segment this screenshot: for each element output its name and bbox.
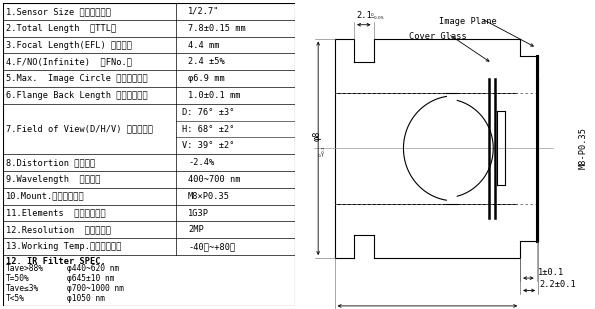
Text: φ440~620 nm: φ440~620 nm xyxy=(67,264,120,273)
Text: 9.Wavelength  （波长）: 9.Wavelength （波长） xyxy=(6,175,101,184)
Text: 400~700 nm: 400~700 nm xyxy=(188,175,240,184)
Text: 1.Sensor Size （芯片尺寸）: 1.Sensor Size （芯片尺寸） xyxy=(6,7,111,16)
Text: 8.Distortion （畜变）: 8.Distortion （畜变） xyxy=(6,158,95,167)
Text: 1±0.1: 1±0.1 xyxy=(538,268,565,277)
Text: -2.4%: -2.4% xyxy=(188,158,214,167)
Text: -40℃~+80℃: -40℃~+80℃ xyxy=(188,242,236,251)
Text: H: 68° ±2°: H: 68° ±2° xyxy=(182,125,235,133)
Text: 7.8±0.15 mm: 7.8±0.15 mm xyxy=(188,24,246,33)
Text: $^{0}_{-0.05}$: $^{0}_{-0.05}$ xyxy=(369,11,384,22)
Text: φ1050 nm: φ1050 nm xyxy=(67,294,105,303)
Text: T<5%: T<5% xyxy=(6,294,25,303)
Text: 13.Working Temp.（工作温度）: 13.Working Temp.（工作温度） xyxy=(6,242,121,251)
Text: 3.Focal Length(EFL) （焦距）: 3.Focal Length(EFL) （焦距） xyxy=(6,40,132,49)
Text: $^{0}_{-0.1}$: $^{0}_{-0.1}$ xyxy=(317,146,328,157)
Text: 5.Max.  Image Circle （最大像高）: 5.Max. Image Circle （最大像高） xyxy=(6,74,148,83)
Text: T=50%: T=50% xyxy=(6,274,30,283)
Text: 1/2.7": 1/2.7" xyxy=(188,7,220,16)
Text: 1G3P: 1G3P xyxy=(188,209,209,218)
Text: Tave≤3%: Tave≤3% xyxy=(6,284,39,293)
Text: Tave>88%: Tave>88% xyxy=(6,264,44,273)
Text: 7.Field of View(D/H/V) （視场角）: 7.Field of View(D/H/V) （視场角） xyxy=(6,125,153,133)
Text: 2.4 ±5%: 2.4 ±5% xyxy=(188,57,225,66)
Text: M8×P0.35: M8×P0.35 xyxy=(188,192,230,201)
Text: φ645±10 nm: φ645±10 nm xyxy=(67,274,115,283)
Text: 2.1: 2.1 xyxy=(356,11,372,20)
Text: 12. IR Filter SPEC.: 12. IR Filter SPEC. xyxy=(6,256,106,265)
Text: 11.Elements  （镜片组数）: 11.Elements （镜片组数） xyxy=(6,209,106,218)
Text: 12.Resolution  （分辨率）: 12.Resolution （分辨率） xyxy=(6,225,111,234)
Text: V: 39° ±2°: V: 39° ±2° xyxy=(182,141,235,150)
Text: φ6.9 mm: φ6.9 mm xyxy=(188,74,225,83)
Text: 10.Mount.（螺牙尺寸）: 10.Mount.（螺牙尺寸） xyxy=(6,192,84,201)
Text: 6.Flange Back Length （机械后焦）: 6.Flange Back Length （机械后焦） xyxy=(6,91,148,100)
Text: 2.2±0.1: 2.2±0.1 xyxy=(540,280,577,289)
Text: D: 76° ±3°: D: 76° ±3° xyxy=(182,108,235,117)
Text: 2MP: 2MP xyxy=(188,225,204,234)
Text: 1.0±0.1 mm: 1.0±0.1 mm xyxy=(188,91,240,100)
Text: φ700~1000 nm: φ700~1000 nm xyxy=(67,284,124,293)
Text: Cover Glass: Cover Glass xyxy=(409,32,467,41)
Text: 2.Total Length  （TTL）: 2.Total Length （TTL） xyxy=(6,24,116,33)
Text: M8-P0.35: M8-P0.35 xyxy=(578,127,587,169)
Text: φ8: φ8 xyxy=(312,131,321,141)
Text: 4.F/NO(Infinite)  （FNo.）: 4.F/NO(Infinite) （FNo.） xyxy=(6,57,132,66)
Text: 4.4 mm: 4.4 mm xyxy=(188,40,220,49)
Text: Image Plane: Image Plane xyxy=(439,17,497,26)
